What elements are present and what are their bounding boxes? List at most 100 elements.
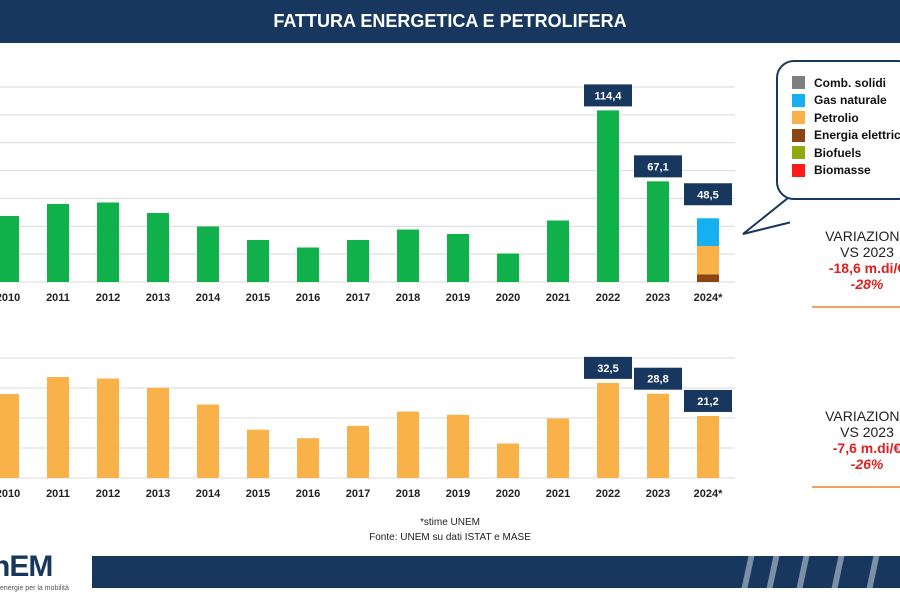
logo-tagline: energie per la mobilità — [0, 585, 69, 592]
x-tick-label: 2012 — [96, 488, 120, 500]
bar — [197, 404, 219, 478]
bar — [597, 110, 619, 283]
variation-underline — [812, 486, 900, 488]
footnote-estimate: *stime UNEM — [419, 517, 480, 528]
bar — [697, 415, 719, 478]
data-label: 32,5 — [597, 363, 618, 375]
bar — [397, 411, 419, 478]
x-tick-label: 2022 — [596, 292, 620, 304]
data-label-box — [634, 155, 682, 178]
legend-label: Gas naturale — [814, 93, 887, 108]
legend-swatch — [792, 111, 805, 125]
x-tick-label: 2017 — [346, 292, 370, 304]
bar-segment — [697, 246, 719, 275]
data-label-box — [684, 389, 732, 412]
callout-pointer — [742, 197, 790, 235]
data-label: 67,1 — [647, 161, 668, 173]
data-label-box — [584, 84, 632, 107]
x-tick-label: 2011 — [46, 488, 70, 500]
variation-value: -18,6 m.di/€ — [828, 260, 900, 276]
bar — [547, 220, 569, 282]
legend-item: Comb. solidi — [792, 74, 900, 92]
bar — [647, 393, 669, 478]
bar — [147, 213, 169, 282]
data-label-box — [584, 356, 632, 379]
variation-percent: -26% — [850, 456, 884, 472]
energy-bill-chart: 2010 2011 2012 2013 2014 2015 2016 2017 2018 2019… — [0, 84, 735, 304]
bar — [97, 202, 119, 282]
page-title: FATTURA ENERGETICA E PETROLIFERA — [273, 11, 627, 31]
variation-top: VARIAZIONE VS 2023 -18,6 m.di/€ -28% — [812, 228, 900, 292]
bar — [0, 216, 19, 282]
bar — [597, 382, 619, 478]
data-label-box — [634, 367, 682, 390]
x-tick-label: 2018 — [396, 488, 420, 500]
bar — [47, 377, 69, 478]
variation-percent: -28% — [850, 276, 884, 292]
bar — [397, 229, 419, 282]
x-tick-label: 2024* — [694, 488, 723, 500]
bar — [47, 204, 69, 282]
legend-swatch — [792, 128, 805, 142]
legend-label: Biomasse — [814, 163, 871, 178]
bar — [97, 378, 119, 478]
x-tick-label: 2024* — [694, 292, 723, 304]
bar — [297, 247, 319, 282]
bar-segment — [697, 274, 719, 282]
x-tick-label: 2013 — [146, 292, 170, 304]
bar — [247, 240, 269, 282]
legend-label: Energia elettrica — [814, 128, 900, 143]
legend-swatch — [792, 163, 805, 177]
legend-label: Comb. solidi — [814, 75, 886, 90]
bar — [497, 443, 519, 478]
x-tick-label: 2021 — [546, 488, 570, 500]
data-label-box — [684, 183, 732, 206]
x-tick-label: 2012 — [96, 292, 120, 304]
variation-label: VARIAZIONE — [825, 408, 900, 424]
data-label: 21,2 — [697, 396, 718, 408]
variation-value: -7,6 m.di/€ — [832, 440, 900, 456]
legend-swatch — [792, 76, 805, 90]
bar-segment — [697, 218, 719, 246]
legend-swatch — [792, 93, 805, 107]
x-tick-label: 2014 — [196, 488, 221, 500]
x-tick-label: 2018 — [396, 292, 420, 304]
oil-bill-chart: 2010 2011 2012 2013 2014 2015 2016 2017 2018 2019… — [0, 356, 735, 500]
bar — [547, 418, 569, 478]
x-tick-label: 2010 — [0, 488, 20, 500]
legend-item: Gas naturale — [792, 92, 900, 110]
footer-bar — [92, 556, 900, 588]
x-tick-label: 2022 — [596, 488, 620, 500]
x-tick-label: 2019 — [446, 488, 470, 500]
bar — [347, 240, 369, 282]
legend-label: Petrolio — [814, 110, 859, 125]
legend-item: Biofuels — [792, 144, 900, 162]
logo-text: nEM — [0, 550, 53, 583]
legend-item: Biomasse — [792, 162, 900, 180]
x-tick-label: 2023 — [646, 292, 670, 304]
legend: Comb. solidi Gas naturale Petrolio Energia … — [776, 60, 900, 200]
x-tick-label: 2016 — [296, 292, 320, 304]
x-tick-label: 2011 — [46, 292, 70, 304]
data-label: 28,8 — [647, 374, 668, 386]
variation-label: VARIAZIONE — [825, 228, 900, 244]
x-tick-label: 2019 — [446, 292, 470, 304]
data-label: 48,5 — [697, 189, 718, 201]
x-tick-label: 2016 — [296, 488, 320, 500]
legend-label: Biofuels — [814, 145, 862, 160]
x-tick-label: 2020 — [496, 292, 520, 304]
bar — [0, 394, 19, 478]
x-tick-label: 2021 — [546, 292, 570, 304]
bar — [297, 438, 319, 478]
variation-subtitle: VS 2023 — [840, 244, 894, 260]
bar — [247, 429, 269, 478]
footnote-source: Fonte: UNEM su dati ISTAT e MASE — [369, 532, 531, 543]
bar — [647, 181, 669, 282]
variation-underline — [812, 306, 900, 308]
x-tick-label: 2015 — [246, 292, 270, 304]
bar — [347, 425, 369, 478]
variation-bottom: VARIAZIONE VS 2023 -7,6 m.di/€ -26% — [812, 408, 900, 472]
bar — [447, 414, 469, 478]
x-tick-label: 2015 — [246, 488, 270, 500]
bar — [497, 253, 519, 282]
